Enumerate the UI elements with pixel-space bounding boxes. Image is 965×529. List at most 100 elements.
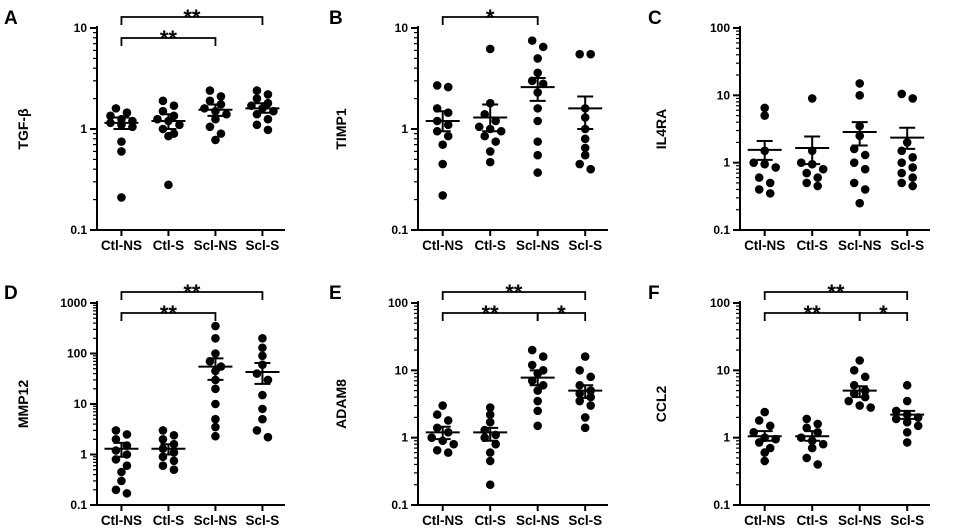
panel-b-point — [575, 159, 584, 169]
panel-e-sig-bracket — [536, 312, 587, 321]
panel-c-point — [897, 158, 906, 167]
panel-d-y-tick-label: 0.1 — [70, 498, 87, 512]
panel-e-point — [527, 360, 537, 370]
panel-d-point — [258, 404, 267, 414]
panel-a-point — [128, 122, 137, 132]
panel-a-point — [211, 135, 220, 145]
panel-b-point — [580, 134, 590, 144]
panel-e-point — [575, 366, 584, 375]
panel-b-point — [443, 82, 453, 92]
panel-d-point — [263, 432, 273, 442]
panel-e-y-tick-label: 0.1 — [391, 498, 408, 512]
panel-a-point — [252, 120, 262, 130]
panel-b-sig-label: * — [486, 5, 495, 30]
panel-f-point — [849, 366, 859, 375]
panel-d-point — [211, 321, 220, 331]
panel-a-point — [252, 86, 262, 95]
panel-f-point — [802, 453, 811, 463]
panel-f-point — [765, 421, 775, 431]
panel-b-point — [480, 131, 490, 141]
panel-f-point — [807, 443, 817, 453]
panel-d-y-tick-label: 10 — [74, 397, 88, 411]
panel-e-point — [485, 480, 495, 490]
panel-a-point — [122, 108, 132, 118]
panel-e-point — [485, 456, 495, 466]
panel-b-x-tick-label: Scl-S — [568, 238, 602, 253]
panel-a-label: A — [4, 8, 18, 29]
panel-c-point — [818, 164, 828, 174]
panel-b-label: B — [329, 8, 343, 29]
panel-d-point — [158, 434, 168, 444]
panel-c-point — [908, 163, 917, 172]
panel-b-point — [533, 168, 542, 177]
panel-f-point — [866, 403, 875, 412]
panel-b-ylabel: TIMP1 — [333, 108, 349, 149]
panel-a-point — [252, 109, 262, 119]
panel-d-point — [252, 369, 262, 378]
panel-a-point — [164, 131, 173, 141]
panel-c-x-tick-label: Ctl-S — [796, 238, 828, 253]
panel-f-sig-label: ** — [827, 280, 845, 305]
panel-d-point — [211, 349, 220, 358]
panel-c-x-tick-label: Scl-S — [890, 238, 924, 253]
panel-c-label: C — [648, 8, 662, 29]
panel-b-point — [527, 36, 537, 45]
panel-d-point — [263, 375, 273, 385]
panel-f-point — [902, 438, 912, 447]
panel-f-point — [813, 460, 822, 469]
panel-f-point — [913, 421, 923, 431]
panel-d-x-tick-label: Scl-S — [246, 513, 280, 528]
panel-e-point — [485, 417, 495, 427]
panel-c-point — [813, 181, 822, 191]
panel-c-point — [908, 94, 917, 103]
panel-f-y-tick-label: 0.1 — [713, 498, 730, 512]
panel-c-ylabel: IL4RA — [653, 109, 669, 149]
panel-f-point — [855, 401, 864, 410]
panel-f-sig-bracket — [858, 312, 909, 321]
panel-d-point — [211, 414, 220, 424]
panel-f-point — [760, 448, 769, 457]
panel-b-point — [485, 147, 495, 156]
panel-f-point — [902, 428, 912, 437]
panel-a-point — [205, 96, 215, 106]
panel-c-point — [897, 89, 906, 99]
panel-e-x-tick-label: Ctl-S — [474, 513, 506, 528]
panel-a-sig-bracket — [120, 37, 217, 46]
panel-f-point — [891, 414, 901, 424]
panel-b-y-tick-label: 1 — [401, 122, 408, 136]
panel-e-point — [432, 445, 442, 455]
panel-a-point — [117, 193, 126, 202]
panel-c-point — [849, 178, 859, 188]
panel-c-point — [796, 158, 806, 167]
panel-e-point — [575, 396, 584, 406]
panel-a-point — [111, 104, 121, 113]
panel-d-point — [258, 414, 267, 424]
panel-a-ylabel: TGF-β — [15, 108, 31, 150]
panel-f-ylabel: CCL2 — [653, 386, 669, 423]
panel-e-sig-label: * — [557, 301, 566, 326]
panel-e-sig-bracket — [441, 291, 587, 300]
panel-c-x-tick-label: Scl-NS — [838, 238, 882, 253]
panel-c-point — [855, 198, 864, 208]
panel-a-y-tick-label: 10 — [74, 21, 88, 35]
panel-b-point — [438, 159, 448, 169]
panel-b-point — [575, 49, 584, 59]
panel-e-ylabel: ADAM8 — [333, 379, 349, 429]
panel-e-point — [485, 403, 495, 412]
panel-f-sig-label: ** — [804, 301, 822, 326]
panel-d-x-tick-label: Scl-NS — [194, 513, 238, 528]
panel-c-y-tick-label: 100 — [710, 21, 730, 35]
panel-d-y-tick-label: 1 — [80, 448, 87, 462]
panel-d-point — [117, 476, 126, 486]
panel-d-label: D — [4, 283, 18, 304]
panel-c-point — [908, 181, 917, 191]
panel-d-point — [122, 430, 132, 439]
panel-c-point — [908, 153, 917, 162]
panel-f-point — [902, 380, 912, 390]
panel-d-sig-label: ** — [160, 301, 178, 326]
panel-f-point — [754, 416, 764, 425]
panel-d-point — [111, 426, 121, 435]
panel-e-x-tick-label: Scl-S — [568, 513, 602, 528]
